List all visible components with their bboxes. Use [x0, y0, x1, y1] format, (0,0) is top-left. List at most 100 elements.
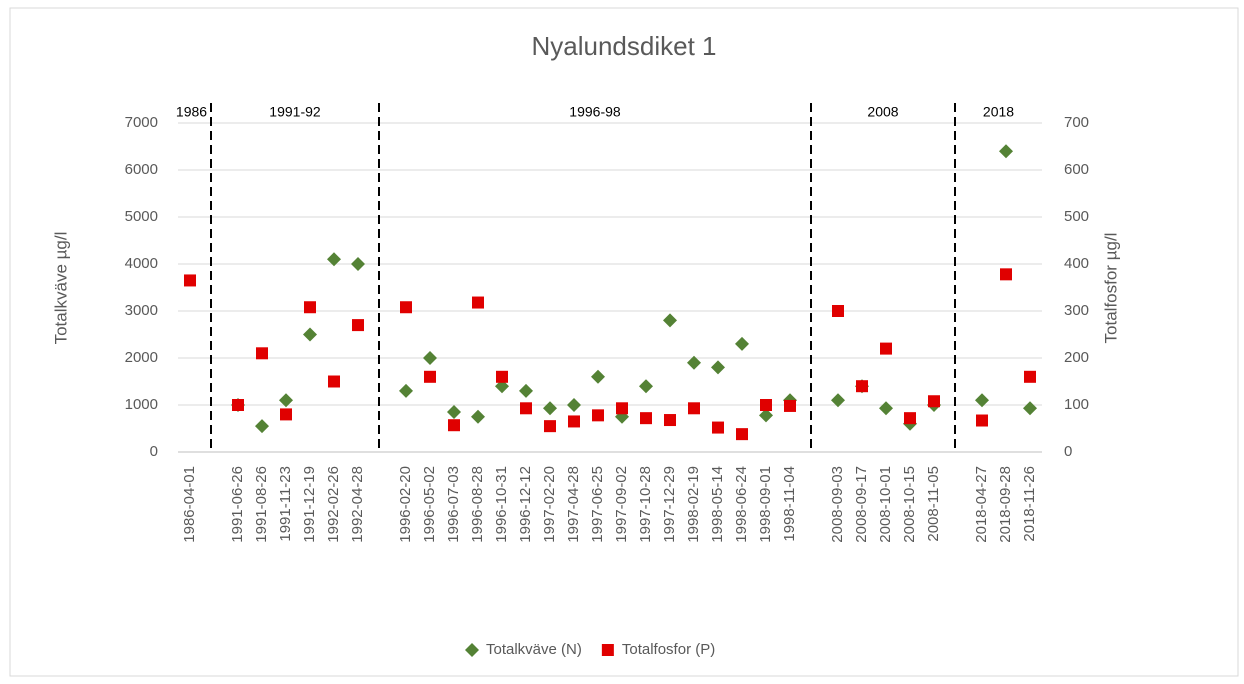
x-tick-label: 2008-09-17 — [853, 466, 870, 543]
diamond-marker — [543, 401, 557, 416]
diamond-marker — [447, 405, 461, 420]
square-marker — [400, 301, 412, 314]
diamond-marker — [567, 398, 581, 412]
x-tick-label: 2018-04-27 — [973, 466, 990, 543]
square-marker — [424, 370, 436, 383]
x-tick-label: 2018-09-28 — [997, 466, 1014, 543]
square-marker — [352, 319, 364, 332]
diamond-marker — [759, 408, 773, 423]
square-marker — [544, 420, 556, 433]
x-tick-label: 1998-11-04 — [781, 466, 798, 542]
y-tick-label: 1000 — [125, 396, 158, 413]
diamond-marker — [975, 393, 989, 408]
square-marker — [1000, 268, 1012, 281]
diamond-marker — [351, 257, 365, 271]
y-tick-label: 3000 — [125, 302, 158, 319]
square-marker — [601, 644, 614, 656]
square-marker — [664, 414, 676, 427]
x-tick-label: 1991-12-19 — [301, 466, 318, 543]
x-tick-label: 1997-10-28 — [637, 466, 654, 543]
x-tick-label: 1997-04-28 — [565, 466, 582, 543]
x-tick-label: 1998-09-01 — [757, 466, 774, 543]
y2-tick-label: 700 — [1064, 114, 1089, 131]
x-tick-label: 1991-06-26 — [229, 466, 246, 543]
diamond-marker — [687, 355, 701, 370]
diamond-marker — [279, 393, 293, 408]
square-marker — [640, 412, 652, 425]
x-tick-label: 2008-10-15 — [901, 466, 918, 543]
y-axis-title: Totalkväve µg/l — [51, 232, 70, 345]
y2-tick-label: 100 — [1064, 396, 1089, 413]
diamond-marker — [591, 369, 605, 384]
x-tick-label: 1997-09-02 — [613, 466, 630, 543]
diamond-marker — [711, 360, 725, 375]
square-marker — [1024, 370, 1036, 383]
x-tick-label: 1996-05-02 — [421, 466, 438, 543]
square-marker — [592, 409, 604, 422]
diamond-marker — [639, 379, 653, 394]
diamond-marker — [999, 144, 1013, 159]
square-marker — [256, 347, 268, 360]
y2-tick-label: 0 — [1064, 443, 1072, 460]
square-marker — [328, 375, 340, 388]
square-marker — [496, 370, 508, 383]
diamond-marker — [465, 643, 479, 657]
x-tick-label: 1997-12-29 — [661, 466, 678, 543]
x-tick-label: 1991-11-23 — [277, 466, 294, 542]
diamond-marker — [879, 401, 893, 416]
y2-tick-label: 400 — [1064, 255, 1089, 272]
square-marker — [448, 419, 460, 432]
square-marker — [280, 408, 292, 421]
period-label: 2018 — [983, 104, 1014, 120]
diamond-marker — [519, 383, 533, 398]
diamond-marker — [1023, 401, 1037, 416]
square-marker — [928, 395, 940, 408]
x-tick-label: 1992-02-26 — [325, 466, 342, 543]
square-marker — [784, 399, 796, 412]
x-tick-label: 2018-11-26 — [1021, 466, 1038, 542]
square-marker — [688, 402, 700, 415]
square-marker — [712, 421, 724, 434]
x-tick-label: 1996-10-31 — [493, 466, 510, 543]
square-marker — [976, 414, 988, 427]
chart-title: Nyalundsdiket 1 — [532, 31, 717, 61]
legend-label: Totalkväve (N) — [486, 641, 582, 658]
y-tick-label: 2000 — [125, 349, 158, 366]
x-tick-label: 1992-04-28 — [349, 466, 366, 543]
y-tick-label: 4000 — [125, 255, 158, 272]
square-marker — [832, 305, 844, 317]
period-label: 1996-98 — [569, 104, 621, 120]
x-tick-label: 1986-04-01 — [181, 466, 198, 543]
square-marker — [616, 402, 628, 415]
x-tick-label: 1996-12-12 — [517, 466, 534, 543]
diamond-marker — [663, 313, 677, 328]
square-marker — [472, 296, 484, 309]
period-label: 1986 — [176, 104, 207, 120]
x-tick-label: 2008-11-05 — [925, 466, 942, 542]
square-marker — [736, 428, 748, 441]
diamond-marker — [831, 393, 845, 408]
x-tick-label: 2008-09-03 — [829, 466, 846, 543]
x-tick-label: 2008-10-01 — [877, 466, 894, 543]
y-tick-label: 7000 — [125, 114, 158, 131]
y2-tick-label: 200 — [1064, 349, 1089, 366]
square-marker — [760, 399, 772, 411]
y-tick-label: 6000 — [125, 161, 158, 178]
x-tick-label: 1997-02-20 — [541, 466, 558, 543]
x-tick-label: 1996-02-20 — [397, 466, 414, 543]
square-marker — [856, 380, 868, 393]
diamond-marker — [255, 419, 269, 434]
y2-tick-label: 300 — [1064, 302, 1089, 319]
diamond-marker — [423, 351, 437, 365]
y2-axis-title: Totalfosfor µg/l — [1101, 233, 1120, 344]
diamond-marker — [327, 252, 341, 267]
x-tick-label: 1998-02-19 — [685, 466, 702, 543]
diamond-marker — [399, 383, 413, 398]
y2-tick-label: 600 — [1064, 161, 1089, 178]
chart-frame — [9, 7, 1239, 677]
square-marker — [520, 402, 532, 415]
period-label: 2008 — [867, 104, 898, 120]
x-tick-label: 1997-06-25 — [589, 466, 606, 543]
x-tick-label: 1996-07-03 — [445, 466, 462, 543]
